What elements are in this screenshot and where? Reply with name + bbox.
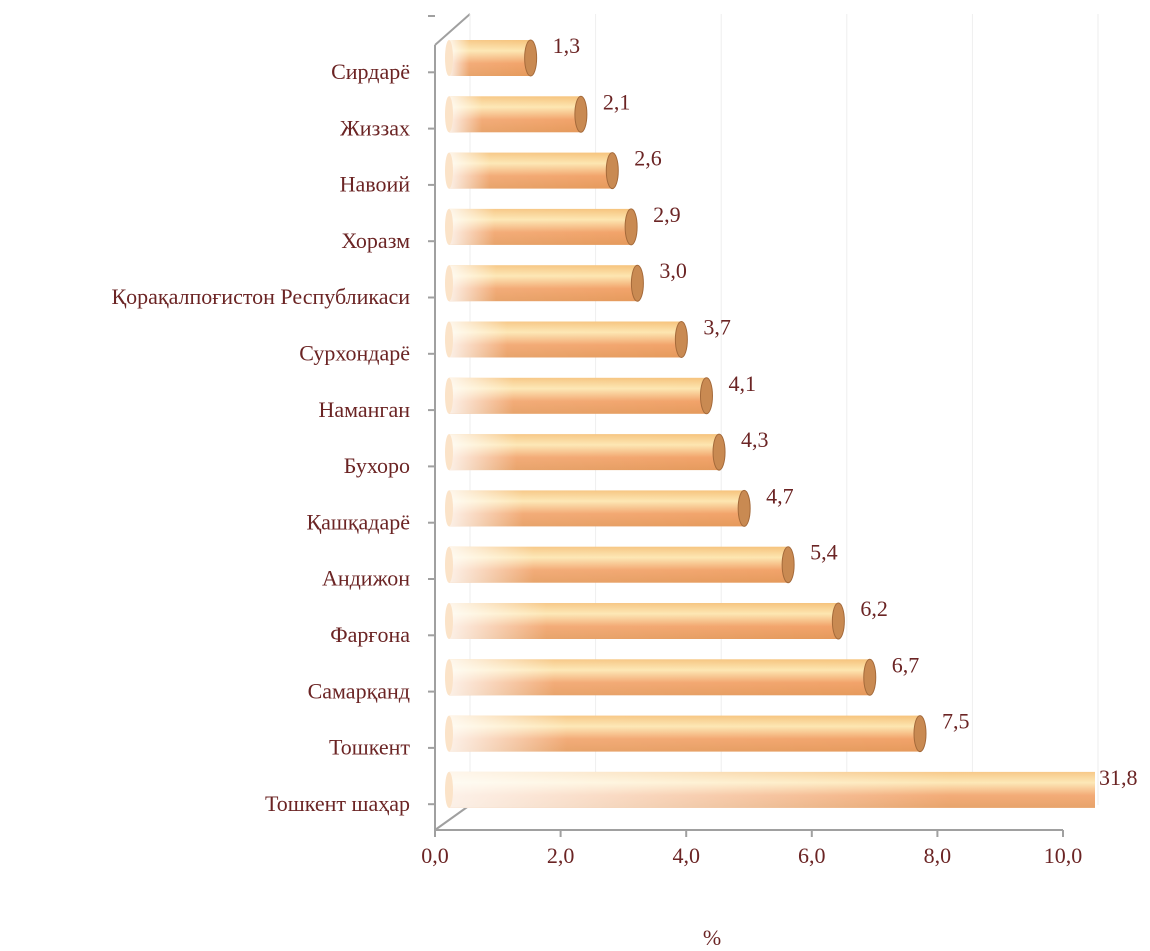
data-label: 5,4: [810, 540, 838, 565]
bar-end-cap: [863, 658, 877, 696]
x-tick-label: 10,0: [1044, 843, 1083, 868]
data-label: 6,7: [892, 652, 920, 677]
x-tick-label: 0,0: [421, 843, 449, 868]
bar: [445, 377, 713, 415]
y-tick-label: Сурхондарё: [299, 341, 410, 366]
bar-start-cap: [445, 715, 453, 752]
data-label: 31,8: [1099, 765, 1138, 790]
data-label: 1,3: [553, 33, 581, 58]
bar: [445, 95, 588, 133]
bar: [445, 546, 795, 584]
bar-start-cap: [445, 490, 453, 527]
bar-shine: [449, 434, 720, 471]
bar-end-cap: [712, 433, 726, 471]
data-label: 2,9: [653, 202, 681, 227]
x-tick-label: 4,0: [672, 843, 700, 868]
bar-start-cap: [445, 40, 453, 76]
bar-start-cap: [445, 546, 453, 583]
data-label: 4,1: [728, 371, 756, 396]
data-label: 2,1: [603, 89, 631, 114]
bar: [445, 321, 688, 358]
bar-start-cap: [445, 659, 453, 696]
y-tick-label: Жиззах: [340, 115, 410, 140]
bar-start-cap: [445, 603, 453, 639]
bar: [445, 433, 726, 471]
x-tick-label: 6,0: [798, 843, 826, 868]
bar-shine: [449, 490, 745, 527]
bar: [445, 152, 619, 190]
bar-end-cap: [737, 489, 751, 527]
x-tick-label: 8,0: [924, 843, 952, 868]
bar: [445, 208, 638, 246]
bar-shine: [449, 603, 839, 639]
y-tick-label: Қашқадарё: [306, 509, 410, 534]
bar: [445, 658, 877, 696]
y-tick-label: Самарқанд: [308, 678, 410, 703]
data-label: 3,7: [703, 315, 731, 340]
data-label: 7,5: [942, 709, 970, 734]
bar: [445, 489, 751, 527]
bar-end-cap: [831, 602, 845, 640]
bar-end-cap: [605, 152, 619, 190]
data-label: 6,2: [860, 596, 888, 621]
y-tick-label: Навоий: [340, 172, 411, 197]
bar-shine: [449, 40, 531, 76]
y-tick-label: Хоразм: [341, 228, 410, 253]
bar-start-cap: [445, 152, 453, 189]
bar-start-cap: [445, 208, 453, 245]
bar-shine: [449, 208, 632, 245]
bar-shine: [449, 321, 682, 358]
y-tick-label: Фарғона: [330, 622, 410, 647]
bar-start-cap: [445, 96, 453, 133]
y-tick-label: Андижон: [322, 566, 410, 591]
bar-start-cap: [445, 434, 453, 471]
bar-shine: [449, 377, 707, 414]
x-tick-label: 2,0: [547, 843, 575, 868]
bar-start-cap: [445, 321, 453, 358]
bar-end-cap: [674, 321, 688, 358]
bar-shine: [449, 715, 920, 752]
bar: [445, 264, 644, 302]
bar-end-cap: [630, 264, 644, 302]
bar: [445, 39, 538, 77]
bar-end-cap: [913, 715, 927, 753]
bar: [445, 602, 845, 640]
y-tick-label: Тошкент: [329, 735, 410, 760]
bar-end-cap: [574, 95, 588, 133]
bar-shine: [449, 771, 1095, 808]
data-label: 2,6: [634, 146, 662, 171]
bar-shine: [449, 152, 613, 189]
data-label: 4,3: [741, 427, 769, 452]
x-axis-title: %: [703, 925, 721, 950]
axis-frame: [434, 13, 1063, 831]
y-tick-label: Қорақалпоғистон Республикаси: [111, 284, 410, 309]
bar-start-cap: [445, 771, 453, 808]
bar-start-cap: [445, 377, 453, 414]
bar-end-cap: [624, 208, 638, 246]
y-tick-label: Наманган: [318, 397, 410, 422]
y-tick-label: Сирдарё: [331, 59, 410, 84]
bar-shine: [449, 265, 638, 302]
data-label: 3,0: [659, 258, 687, 283]
bar: [445, 715, 927, 753]
bar-shine: [449, 546, 789, 583]
y-tick-label: Бухоро: [344, 453, 410, 478]
bar-shine: [449, 659, 870, 696]
bar-start-cap: [445, 265, 453, 302]
y-tick-label: Тошкент шаҳар: [265, 791, 410, 816]
bar-shine: [449, 96, 581, 133]
data-label: 4,7: [766, 483, 794, 508]
bars: [445, 39, 1095, 808]
bar-end-cap: [524, 39, 538, 77]
bar-end-cap: [781, 546, 795, 584]
bar: [445, 771, 1095, 808]
bar-end-cap: [699, 377, 713, 415]
